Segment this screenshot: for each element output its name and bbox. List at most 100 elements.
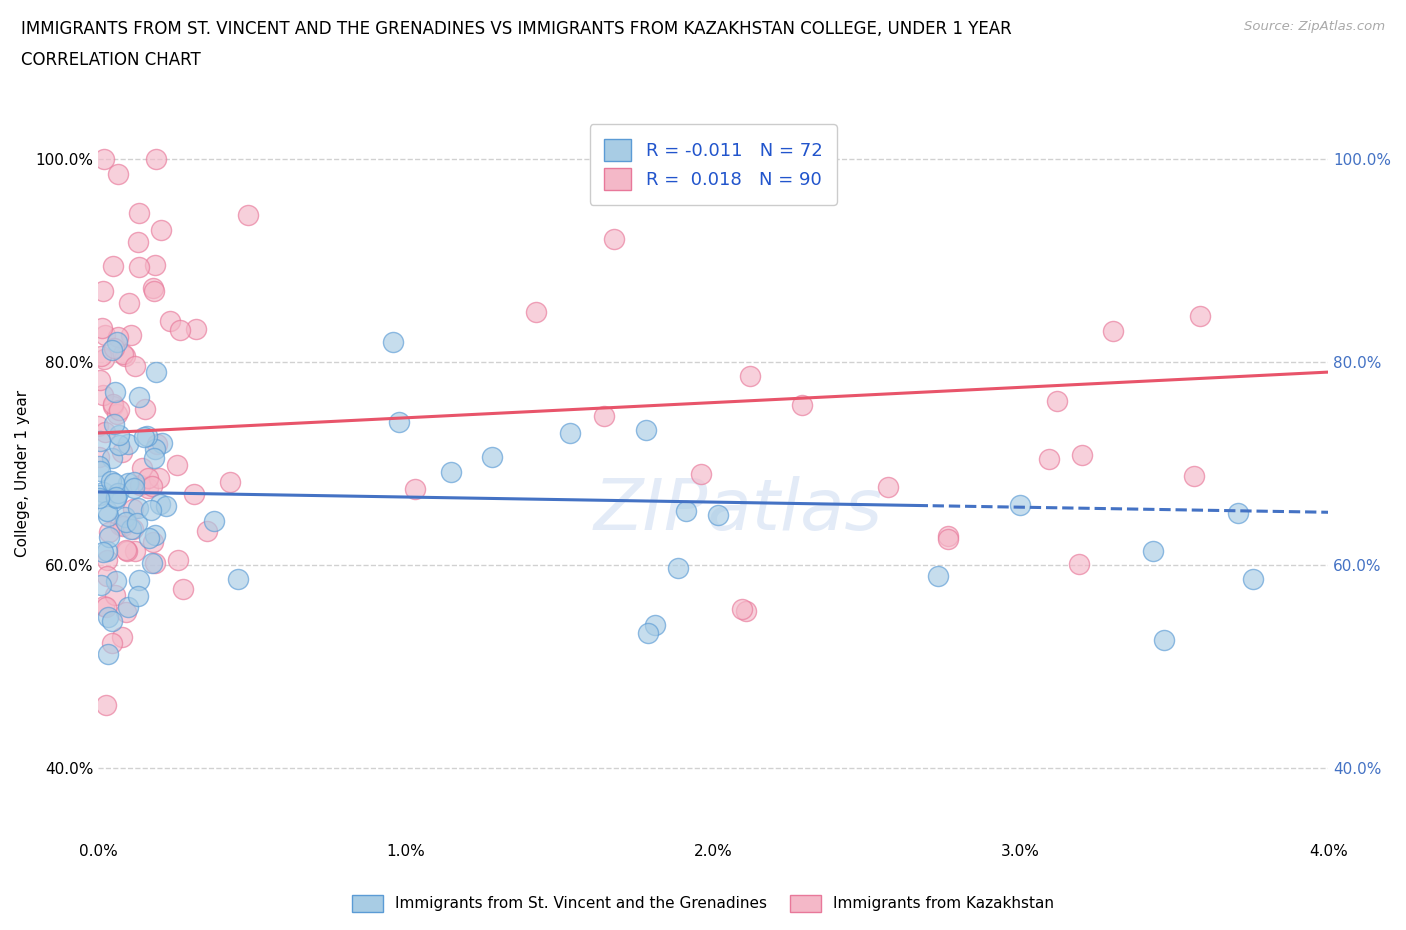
Point xyxy=(658,152,681,166)
Point xyxy=(740,368,762,383)
Point xyxy=(127,500,149,515)
Point xyxy=(637,626,659,641)
Text: Source: ZipAtlas.com: Source: ZipAtlas.com xyxy=(1244,20,1385,33)
Point xyxy=(603,232,626,246)
Point xyxy=(143,450,166,465)
Point xyxy=(1046,394,1069,409)
Point xyxy=(197,524,219,538)
Point xyxy=(143,284,166,299)
Point xyxy=(1188,309,1211,324)
Point xyxy=(105,491,128,506)
Point xyxy=(734,604,756,618)
Point xyxy=(136,471,159,485)
Point xyxy=(101,614,124,629)
Point xyxy=(128,478,150,493)
Point xyxy=(114,349,136,364)
Point xyxy=(666,560,689,575)
Point xyxy=(1038,451,1060,466)
Point xyxy=(481,449,503,464)
Point xyxy=(707,508,730,523)
Point xyxy=(1226,506,1249,521)
Point xyxy=(560,425,582,440)
Point xyxy=(644,618,666,632)
Point xyxy=(104,587,127,602)
Point xyxy=(202,514,225,529)
Point xyxy=(96,504,118,519)
Point xyxy=(91,387,114,402)
Point xyxy=(114,604,136,619)
Point xyxy=(124,358,146,373)
Point xyxy=(122,481,145,496)
Point xyxy=(145,365,167,379)
Point xyxy=(1008,498,1031,512)
Point xyxy=(118,296,141,311)
Point xyxy=(115,544,138,559)
Point xyxy=(96,600,118,615)
Point xyxy=(117,476,139,491)
Point xyxy=(128,206,150,220)
Point xyxy=(97,609,120,624)
Point xyxy=(94,698,117,712)
Point xyxy=(97,525,120,539)
Point xyxy=(938,528,960,543)
Point xyxy=(183,486,205,501)
Y-axis label: College, Under 1 year: College, Under 1 year xyxy=(15,390,30,557)
Point xyxy=(186,321,208,336)
Point xyxy=(103,417,125,432)
Point xyxy=(101,636,124,651)
Point xyxy=(150,223,173,238)
Point xyxy=(107,330,129,345)
Point xyxy=(146,436,169,451)
Point xyxy=(1153,632,1175,647)
Point xyxy=(143,258,166,272)
Point xyxy=(134,401,156,416)
Point xyxy=(120,327,142,342)
Point xyxy=(172,582,194,597)
Point xyxy=(112,347,135,362)
Point xyxy=(89,491,111,506)
Point xyxy=(107,166,129,181)
Point xyxy=(404,482,426,497)
Point xyxy=(100,343,122,358)
Point xyxy=(927,568,949,583)
Point xyxy=(148,471,170,485)
Point xyxy=(636,422,658,437)
Point xyxy=(138,530,160,545)
Text: CORRELATION CHART: CORRELATION CHART xyxy=(21,51,201,69)
Point xyxy=(167,552,190,567)
Point xyxy=(145,152,167,166)
Point xyxy=(143,442,166,457)
Point xyxy=(169,322,191,337)
Point xyxy=(96,543,118,558)
Text: ZIPatlas: ZIPatlas xyxy=(593,476,883,545)
Point xyxy=(104,385,127,400)
Point xyxy=(936,531,959,546)
Point xyxy=(94,425,117,440)
Point xyxy=(155,498,177,513)
Point xyxy=(91,321,114,336)
Point xyxy=(226,572,249,587)
Point xyxy=(104,574,127,589)
Point xyxy=(127,234,149,249)
Point xyxy=(97,646,120,661)
Point xyxy=(219,474,242,489)
Legend: R = -0.011   N = 72, R =  0.018   N = 90: R = -0.011 N = 72, R = 0.018 N = 90 xyxy=(589,125,837,205)
Point xyxy=(141,479,163,494)
Point xyxy=(100,473,122,488)
Point xyxy=(166,458,188,472)
Point xyxy=(128,259,150,274)
Point xyxy=(142,281,165,296)
Point xyxy=(103,259,125,273)
Point xyxy=(107,485,129,500)
Point xyxy=(440,465,463,480)
Point xyxy=(93,485,115,499)
Point xyxy=(89,458,111,473)
Point xyxy=(143,528,166,543)
Point xyxy=(111,445,134,459)
Point xyxy=(136,481,159,496)
Point xyxy=(114,510,136,525)
Point xyxy=(87,418,110,433)
Point xyxy=(105,334,128,349)
Point xyxy=(1241,571,1264,586)
Point xyxy=(96,552,118,567)
